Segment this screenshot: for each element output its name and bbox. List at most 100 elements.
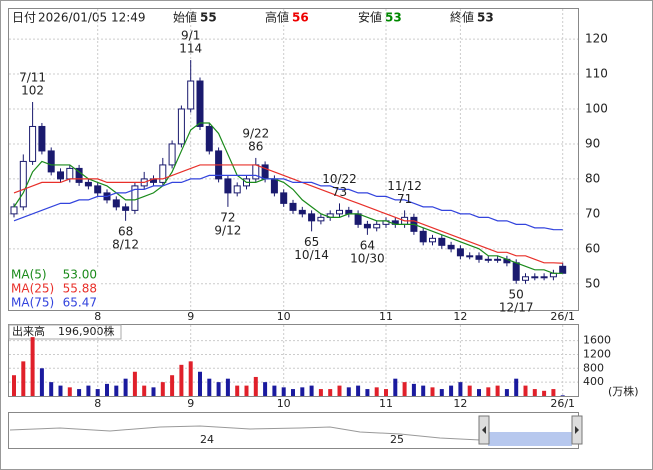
- volume-bar: [39, 368, 44, 396]
- volume-bar: [318, 389, 323, 396]
- candle-body: [494, 258, 502, 261]
- candle-body: [429, 237, 436, 243]
- volume-bar: [253, 376, 258, 396]
- volume-bar: [272, 385, 277, 396]
- x-tick-label: 11: [379, 397, 393, 410]
- candle-body: [19, 160, 27, 208]
- volume-bar: [142, 385, 147, 396]
- candle-body: [447, 244, 455, 250]
- y-tick-label: 100: [585, 101, 608, 115]
- volume-bar: [77, 389, 82, 396]
- annotation-date: 9/12: [214, 223, 241, 237]
- annotation-date: 11/12: [387, 179, 422, 193]
- volume-bar: [551, 389, 556, 396]
- annotation-date: 9/22: [242, 126, 269, 140]
- legend-value: 53.00: [63, 268, 97, 282]
- volume-bar: [95, 389, 100, 396]
- volume-bar: [235, 385, 240, 396]
- candle-body: [47, 150, 55, 173]
- volume-bar: [523, 385, 528, 396]
- volume-bar: [170, 375, 175, 396]
- annotation-value: 72: [220, 210, 235, 224]
- candle-body: [540, 276, 548, 279]
- candle-body: [187, 80, 195, 110]
- y-tick-label: 90: [585, 136, 600, 150]
- y-tick-label: 80: [585, 171, 600, 185]
- price-panel: [8, 8, 579, 311]
- volume-bar: [160, 382, 165, 396]
- candle-body: [224, 178, 232, 194]
- navigator-range[interactable]: [488, 432, 572, 446]
- volume-bar: [421, 385, 426, 396]
- candle-body: [484, 258, 492, 261]
- volume-bar: [244, 385, 249, 396]
- x-tick-label: 12: [453, 397, 467, 410]
- annotation-value: 86: [248, 139, 263, 153]
- candle-body: [84, 181, 92, 187]
- x-tick-label: 9: [187, 397, 194, 410]
- volume-bar: [504, 389, 509, 396]
- volume-bar: [291, 389, 295, 396]
- candle-body: [270, 178, 278, 194]
- volume-bar: [514, 378, 519, 396]
- candle-body: [298, 209, 306, 215]
- legend-value: 65.47: [63, 296, 97, 310]
- volume-bar: [21, 361, 26, 396]
- volume-bar: [132, 371, 137, 396]
- nav-label: 24: [200, 433, 214, 446]
- candle-body: [205, 125, 213, 152]
- legend-box: [9, 267, 99, 310]
- candle-body: [373, 223, 381, 229]
- volume-bar: [542, 390, 547, 396]
- candle-body: [10, 206, 18, 215]
- volume-bar: [486, 387, 491, 396]
- header-low: 53: [385, 11, 402, 25]
- volume-bar: [30, 337, 35, 396]
- y-tick-label: 110: [585, 67, 608, 81]
- candle-body: [522, 276, 529, 281]
- y-tick-label: 70: [585, 206, 600, 220]
- volume-last: 196,900株: [58, 324, 115, 338]
- annotation-date: 12/17: [499, 300, 534, 314]
- annotation-date: 9/1: [181, 29, 200, 43]
- volume-unit: (万株): [608, 384, 639, 398]
- volume-bar: [67, 387, 72, 396]
- volume-bar: [467, 385, 472, 396]
- volume-bar: [532, 389, 537, 396]
- candle-body: [196, 80, 204, 127]
- volume-bar: [393, 378, 398, 396]
- candle-body: [280, 192, 288, 204]
- volume-bar: [328, 389, 333, 396]
- header-open: 55: [200, 11, 217, 25]
- candle-body: [308, 213, 316, 222]
- volume-bar: [346, 387, 351, 396]
- volume-bar: [477, 389, 481, 396]
- volume-bar: [411, 383, 416, 396]
- volume-bar: [384, 389, 388, 396]
- volume-bar: [356, 385, 361, 396]
- header-date: 2026/01/05 12:49: [38, 11, 146, 25]
- candle-body: [289, 202, 297, 211]
- candle-body: [363, 223, 371, 229]
- volume-bar: [263, 382, 268, 396]
- volume-bar: [495, 385, 500, 396]
- volume-bar: [337, 385, 342, 396]
- candle-body: [317, 216, 325, 222]
- candle-body: [456, 248, 464, 257]
- header-label: 高値: [265, 10, 289, 25]
- volume-bar: [58, 385, 63, 396]
- candle-body: [419, 230, 427, 243]
- volume-label-box: [8, 324, 122, 340]
- ma-line: [13, 122, 563, 274]
- volume-bar: [449, 385, 454, 396]
- volume-bar: [402, 382, 407, 396]
- candle-body: [336, 209, 343, 215]
- candle-body: [512, 262, 520, 281]
- header-label: 始値: [173, 10, 197, 25]
- volume-bar: [439, 389, 444, 396]
- volume-bar: [560, 395, 565, 396]
- x-tick-label: 12: [453, 310, 467, 323]
- volume-bar: [49, 382, 54, 396]
- x-tick-label: 8: [94, 310, 101, 323]
